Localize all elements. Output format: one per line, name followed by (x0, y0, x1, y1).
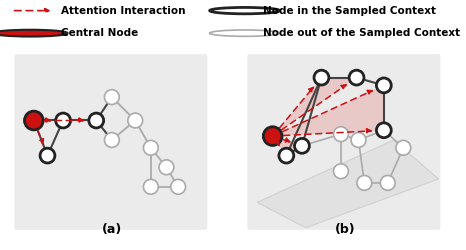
Circle shape (210, 8, 280, 14)
Circle shape (295, 138, 309, 153)
Polygon shape (273, 136, 302, 156)
Circle shape (89, 113, 103, 128)
FancyBboxPatch shape (247, 54, 440, 230)
Circle shape (396, 140, 411, 155)
Circle shape (104, 132, 119, 148)
Text: Node in the Sampled Context: Node in the Sampled Context (263, 6, 436, 16)
Circle shape (357, 176, 372, 190)
Text: Attention Interaction: Attention Interaction (61, 6, 185, 16)
FancyBboxPatch shape (14, 54, 207, 230)
Circle shape (40, 148, 55, 163)
Circle shape (334, 127, 349, 142)
Circle shape (210, 30, 280, 36)
Polygon shape (273, 86, 384, 136)
Circle shape (334, 164, 349, 178)
Circle shape (349, 70, 364, 85)
Circle shape (171, 180, 185, 194)
Polygon shape (273, 78, 356, 136)
Circle shape (377, 123, 391, 138)
Circle shape (144, 180, 158, 194)
Text: (b): (b) (335, 222, 355, 235)
Circle shape (263, 127, 282, 146)
Circle shape (0, 30, 68, 36)
Circle shape (25, 111, 43, 130)
Circle shape (104, 90, 119, 104)
Circle shape (55, 113, 70, 128)
Circle shape (377, 78, 391, 93)
Circle shape (314, 70, 329, 85)
Circle shape (159, 160, 174, 175)
Circle shape (144, 140, 158, 155)
Circle shape (128, 113, 143, 128)
Polygon shape (257, 140, 439, 228)
Circle shape (351, 132, 366, 148)
Text: (a): (a) (102, 222, 122, 235)
Circle shape (380, 176, 395, 190)
Text: Node out of the Sampled Context: Node out of the Sampled Context (263, 28, 460, 38)
Text: Central Node: Central Node (61, 28, 138, 38)
Circle shape (279, 148, 294, 163)
